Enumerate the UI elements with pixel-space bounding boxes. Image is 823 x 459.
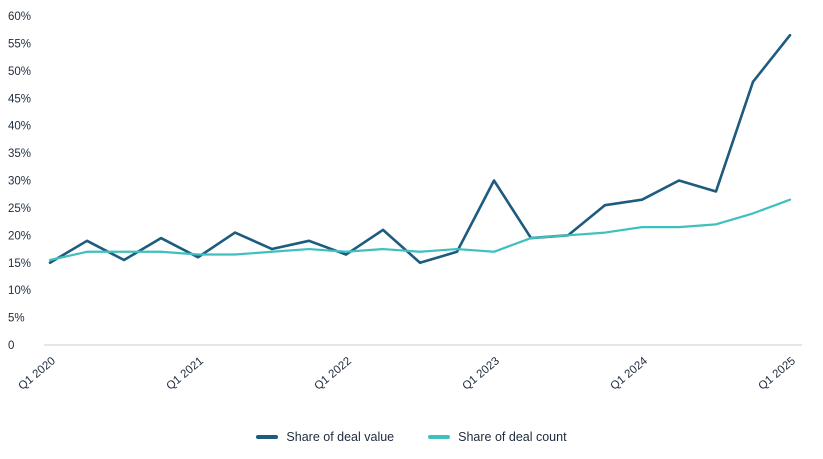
x-axis-tick-label: Q1 2021 [164,355,206,393]
y-axis-tick-label: 50% [8,66,31,78]
y-axis-tick-label: 55% [8,38,31,50]
x-axis-tick-label: Q1 2023 [460,355,502,393]
x-axis-tick-label: Q1 2022 [312,355,354,393]
series-line-deal-count [48,198,792,262]
line-chart-canvas: 0 5% 10% 15% 20% 25% 30% 35% 40% 45% 50% 55% 60% Q1 2… [8,11,802,393]
y-axis-tick-label: 20% [8,230,31,242]
y-axis-tick-label: 15% [8,258,31,270]
legend-label-deal-value: Share of deal value [286,430,395,444]
y-axis-tick-label: 45% [8,93,31,105]
legend-label-deal-count: Share of deal count [458,430,567,444]
y-axis-tick-label: 25% [8,203,31,215]
y-axis-tick-label: 60% [8,11,31,23]
y-axis-tick-label: 10% [8,285,31,297]
y-axis-tick-label: 40% [8,121,31,133]
x-axis-tick-label: Q1 2025 [756,355,798,393]
x-axis-tick-label: Q1 2024 [608,355,650,393]
legend-item-share-of-deal-count: Share of deal count [428,430,567,444]
x-axis-tick-label: Q1 2020 [16,355,58,393]
series-line-deal-value [48,33,792,265]
legend-item-share-of-deal-value: Share of deal value [256,430,394,444]
legend-swatch-deal-value [256,435,279,439]
y-axis-tick-label: 30% [8,176,31,188]
y-axis-tick-label: 0 [8,340,14,352]
legend-swatch-deal-count [428,435,451,439]
y-axis-tick-label: 35% [8,148,31,160]
y-axis-tick-label: 5% [8,313,25,325]
chart-legend: Share of deal value Share of deal count [0,430,823,444]
